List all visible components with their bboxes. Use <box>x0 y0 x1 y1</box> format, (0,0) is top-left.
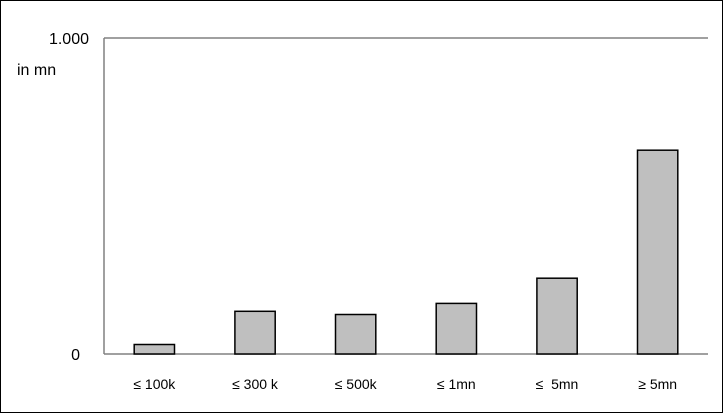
x-tick-label-0: ≤ 100k <box>133 376 176 392</box>
bar-0 <box>133 343 176 355</box>
y-unit-label: in mn <box>17 62 56 79</box>
bar-2 <box>334 313 377 355</box>
x-tick-label-1: ≤ 300 k <box>232 376 279 392</box>
category-labels-group: ≤ 100k ≤ 300 k ≤ 500k ≤ 1mn ≤ 5mn ≥ 5mn <box>133 376 677 392</box>
x-tick-label-2: ≤ 500k <box>335 376 378 392</box>
x-tick-label-3: ≤ 1mn <box>437 376 476 392</box>
x-tick-label-4: ≤ 5mn <box>536 376 579 392</box>
bars-group <box>133 149 679 355</box>
y-tick-label-max: 1.000 <box>49 31 89 48</box>
x-tick-label-5: ≥ 5mn <box>638 376 677 392</box>
y-tick-label-zero: 0 <box>71 347 80 364</box>
bar-1 <box>234 310 276 355</box>
bar-5 <box>636 149 679 355</box>
bar-3 <box>435 302 478 355</box>
bar-4 <box>536 277 578 355</box>
